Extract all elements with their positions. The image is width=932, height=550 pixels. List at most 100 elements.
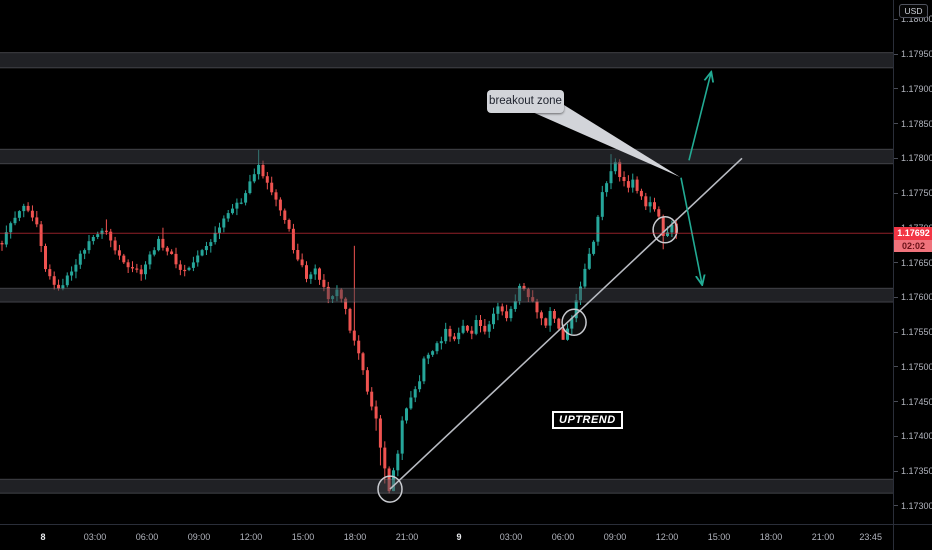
candle	[378, 415, 382, 466]
highlight-circle-2[interactable]	[561, 308, 587, 337]
candle	[370, 387, 374, 411]
price-tick-label: 1.18000	[901, 14, 932, 25]
zone-support-mid[interactable]	[0, 288, 893, 303]
candle	[439, 336, 443, 350]
highlight-circle-1[interactable]	[377, 475, 403, 503]
arrow-down[interactable]	[680, 177, 702, 284]
price-tick-label: 1.17650	[901, 257, 932, 268]
candle	[283, 208, 287, 224]
time-tick-label: 23:45	[859, 532, 882, 542]
trendline[interactable]	[389, 157, 743, 490]
candle	[461, 319, 465, 335]
candlestick-chart[interactable]	[0, 0, 893, 524]
candle	[418, 375, 422, 393]
candle	[270, 176, 274, 196]
price-tick-mark	[894, 18, 898, 20]
price-tick-label: 1.17550	[901, 327, 932, 337]
candle	[474, 315, 478, 336]
currency-unit-button[interactable]: USD	[899, 4, 928, 18]
candle	[422, 356, 426, 385]
candle	[196, 250, 200, 267]
candle	[448, 325, 452, 342]
candle	[17, 210, 21, 222]
candle	[191, 256, 195, 272]
arrow-up[interactable]	[688, 73, 711, 161]
candle	[592, 240, 596, 256]
candle	[235, 198, 239, 216]
candle	[657, 206, 661, 219]
candle	[178, 260, 182, 276]
candle	[174, 247, 178, 269]
callout-tail	[530, 105, 680, 177]
candle	[144, 261, 147, 280]
time-tick-label: 03:00	[83, 532, 107, 542]
candle	[48, 264, 52, 280]
candle	[187, 266, 191, 272]
highlight-circle-3[interactable]	[652, 216, 678, 244]
price-axis[interactable]: 1.18000 1.17950 1.17900 1.17850 1.17800 1.177…	[893, 0, 932, 524]
candle	[30, 205, 34, 222]
time-axis[interactable]: 8 03:00 06:00 09:00 12:00 15:00 18:00 21:00 9 03:…	[0, 524, 932, 550]
candle	[431, 350, 435, 357]
candle	[374, 400, 378, 431]
candle	[600, 185, 604, 221]
price-tick-mark	[894, 401, 898, 402]
last-price-badge: 1.17692	[894, 226, 932, 240]
candle	[405, 407, 408, 424]
candle	[265, 172, 269, 190]
candle	[296, 243, 300, 262]
zone-support-lower[interactable]	[0, 479, 893, 494]
price-tick-mark	[894, 123, 898, 124]
price-tick-mark	[894, 505, 898, 507]
candle	[444, 322, 448, 344]
chart-pane[interactable]: breakout zone UPTREND	[0, 0, 893, 524]
candle	[287, 218, 291, 232]
candle	[157, 236, 161, 252]
candle	[309, 271, 313, 284]
candle	[218, 222, 221, 239]
price-tick-mark	[894, 157, 898, 159]
candle	[244, 190, 248, 206]
candle	[131, 261, 134, 273]
candle	[653, 197, 656, 212]
candle	[117, 244, 121, 260]
price-tick-label: 1.17500	[901, 361, 932, 372]
candle	[318, 267, 321, 285]
uptrend-label[interactable]: UPTREND	[552, 411, 623, 429]
candle	[122, 253, 126, 264]
price-tick-mark	[894, 296, 898, 298]
time-tick-label: 18:00	[759, 532, 783, 542]
candle	[413, 386, 417, 403]
candle	[596, 215, 600, 246]
breakout-zone-callout[interactable]: breakout zone	[487, 90, 564, 113]
candle	[365, 367, 369, 395]
candle	[139, 264, 143, 281]
price-tick-mark	[894, 88, 898, 90]
candle	[583, 263, 587, 289]
price-tick-mark	[894, 435, 898, 437]
zone-resistance-upper[interactable]	[0, 52, 893, 68]
candle	[483, 319, 487, 335]
candle	[300, 253, 304, 268]
candle	[170, 249, 174, 255]
price-tick-label: 1.17950	[901, 49, 932, 59]
candle	[426, 352, 430, 365]
candle	[644, 192, 648, 210]
candle	[39, 221, 43, 253]
candle	[200, 248, 204, 257]
candle	[222, 215, 226, 233]
candle	[226, 210, 230, 222]
candle	[539, 310, 543, 326]
candle	[465, 325, 469, 333]
time-tick-label: 12:00	[655, 532, 679, 542]
price-tick-mark	[894, 192, 898, 194]
zone-resistance-breakout[interactable]	[0, 149, 893, 164]
candle	[148, 251, 152, 270]
candle	[161, 227, 165, 251]
time-tick-label: 03:00	[499, 532, 523, 542]
candle	[492, 307, 495, 329]
candle	[126, 259, 130, 273]
candle	[209, 239, 213, 253]
candle	[239, 198, 243, 205]
time-tick-label: 21:00	[811, 532, 835, 542]
